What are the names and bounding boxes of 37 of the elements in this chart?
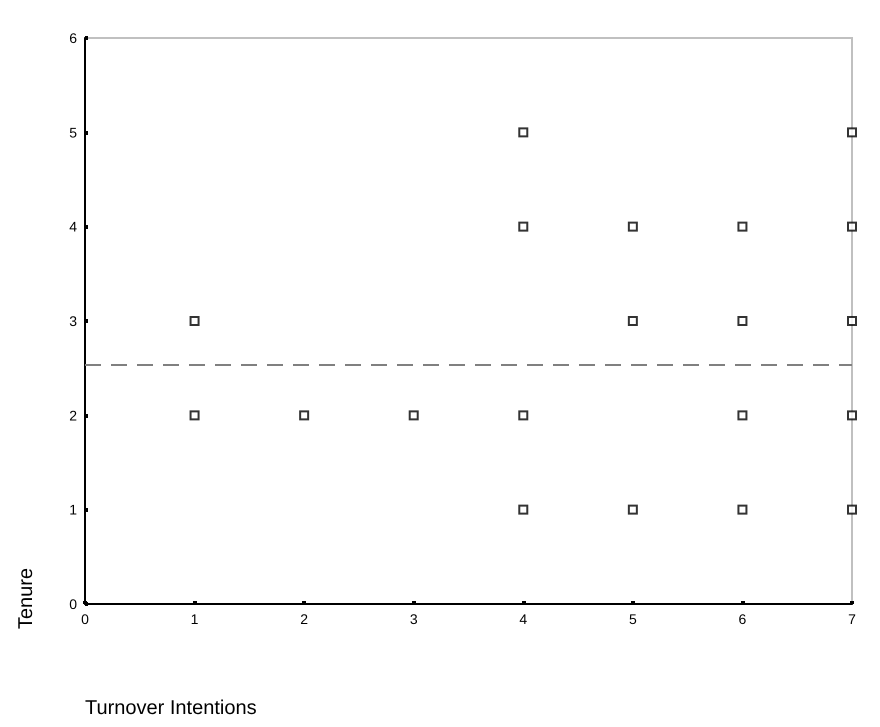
x-tick-label: 0 [81,611,90,627]
x-tick-label: 5 [628,611,637,627]
x-tick-label: 6 [738,611,747,627]
y-tick-label: 2 [69,407,78,424]
y-tick-label: 0 [69,596,78,612]
point [299,410,310,420]
x-tick-label: 7 [848,611,856,627]
y-axis-title: Tenure [15,568,37,630]
point [737,504,748,515]
point [628,504,638,515]
x-tick-label: 3 [410,611,418,627]
x-tick-label: 1 [190,611,199,627]
y-tick-label: 3 [69,313,78,329]
point [847,504,857,515]
point [408,410,419,420]
point [847,127,857,138]
y-tick-label: 5 [69,124,78,140]
x-tick-label: 4 [519,611,528,627]
point [737,222,748,232]
point [847,410,857,420]
x-axis-title: Turnover Intentions [85,697,257,719]
point [628,222,638,232]
point [518,127,528,138]
point [847,316,857,326]
point [847,222,857,232]
x-tick-label: 2 [300,611,308,627]
point [518,504,528,515]
point [518,222,528,232]
point [518,410,528,420]
y-tick-label: 4 [69,218,78,235]
point [628,316,638,326]
y-tick-label: 6 [69,30,78,46]
point [737,316,748,326]
y-tick-label: 1 [69,502,78,518]
point [190,410,200,420]
point [737,410,748,420]
point [190,316,200,326]
